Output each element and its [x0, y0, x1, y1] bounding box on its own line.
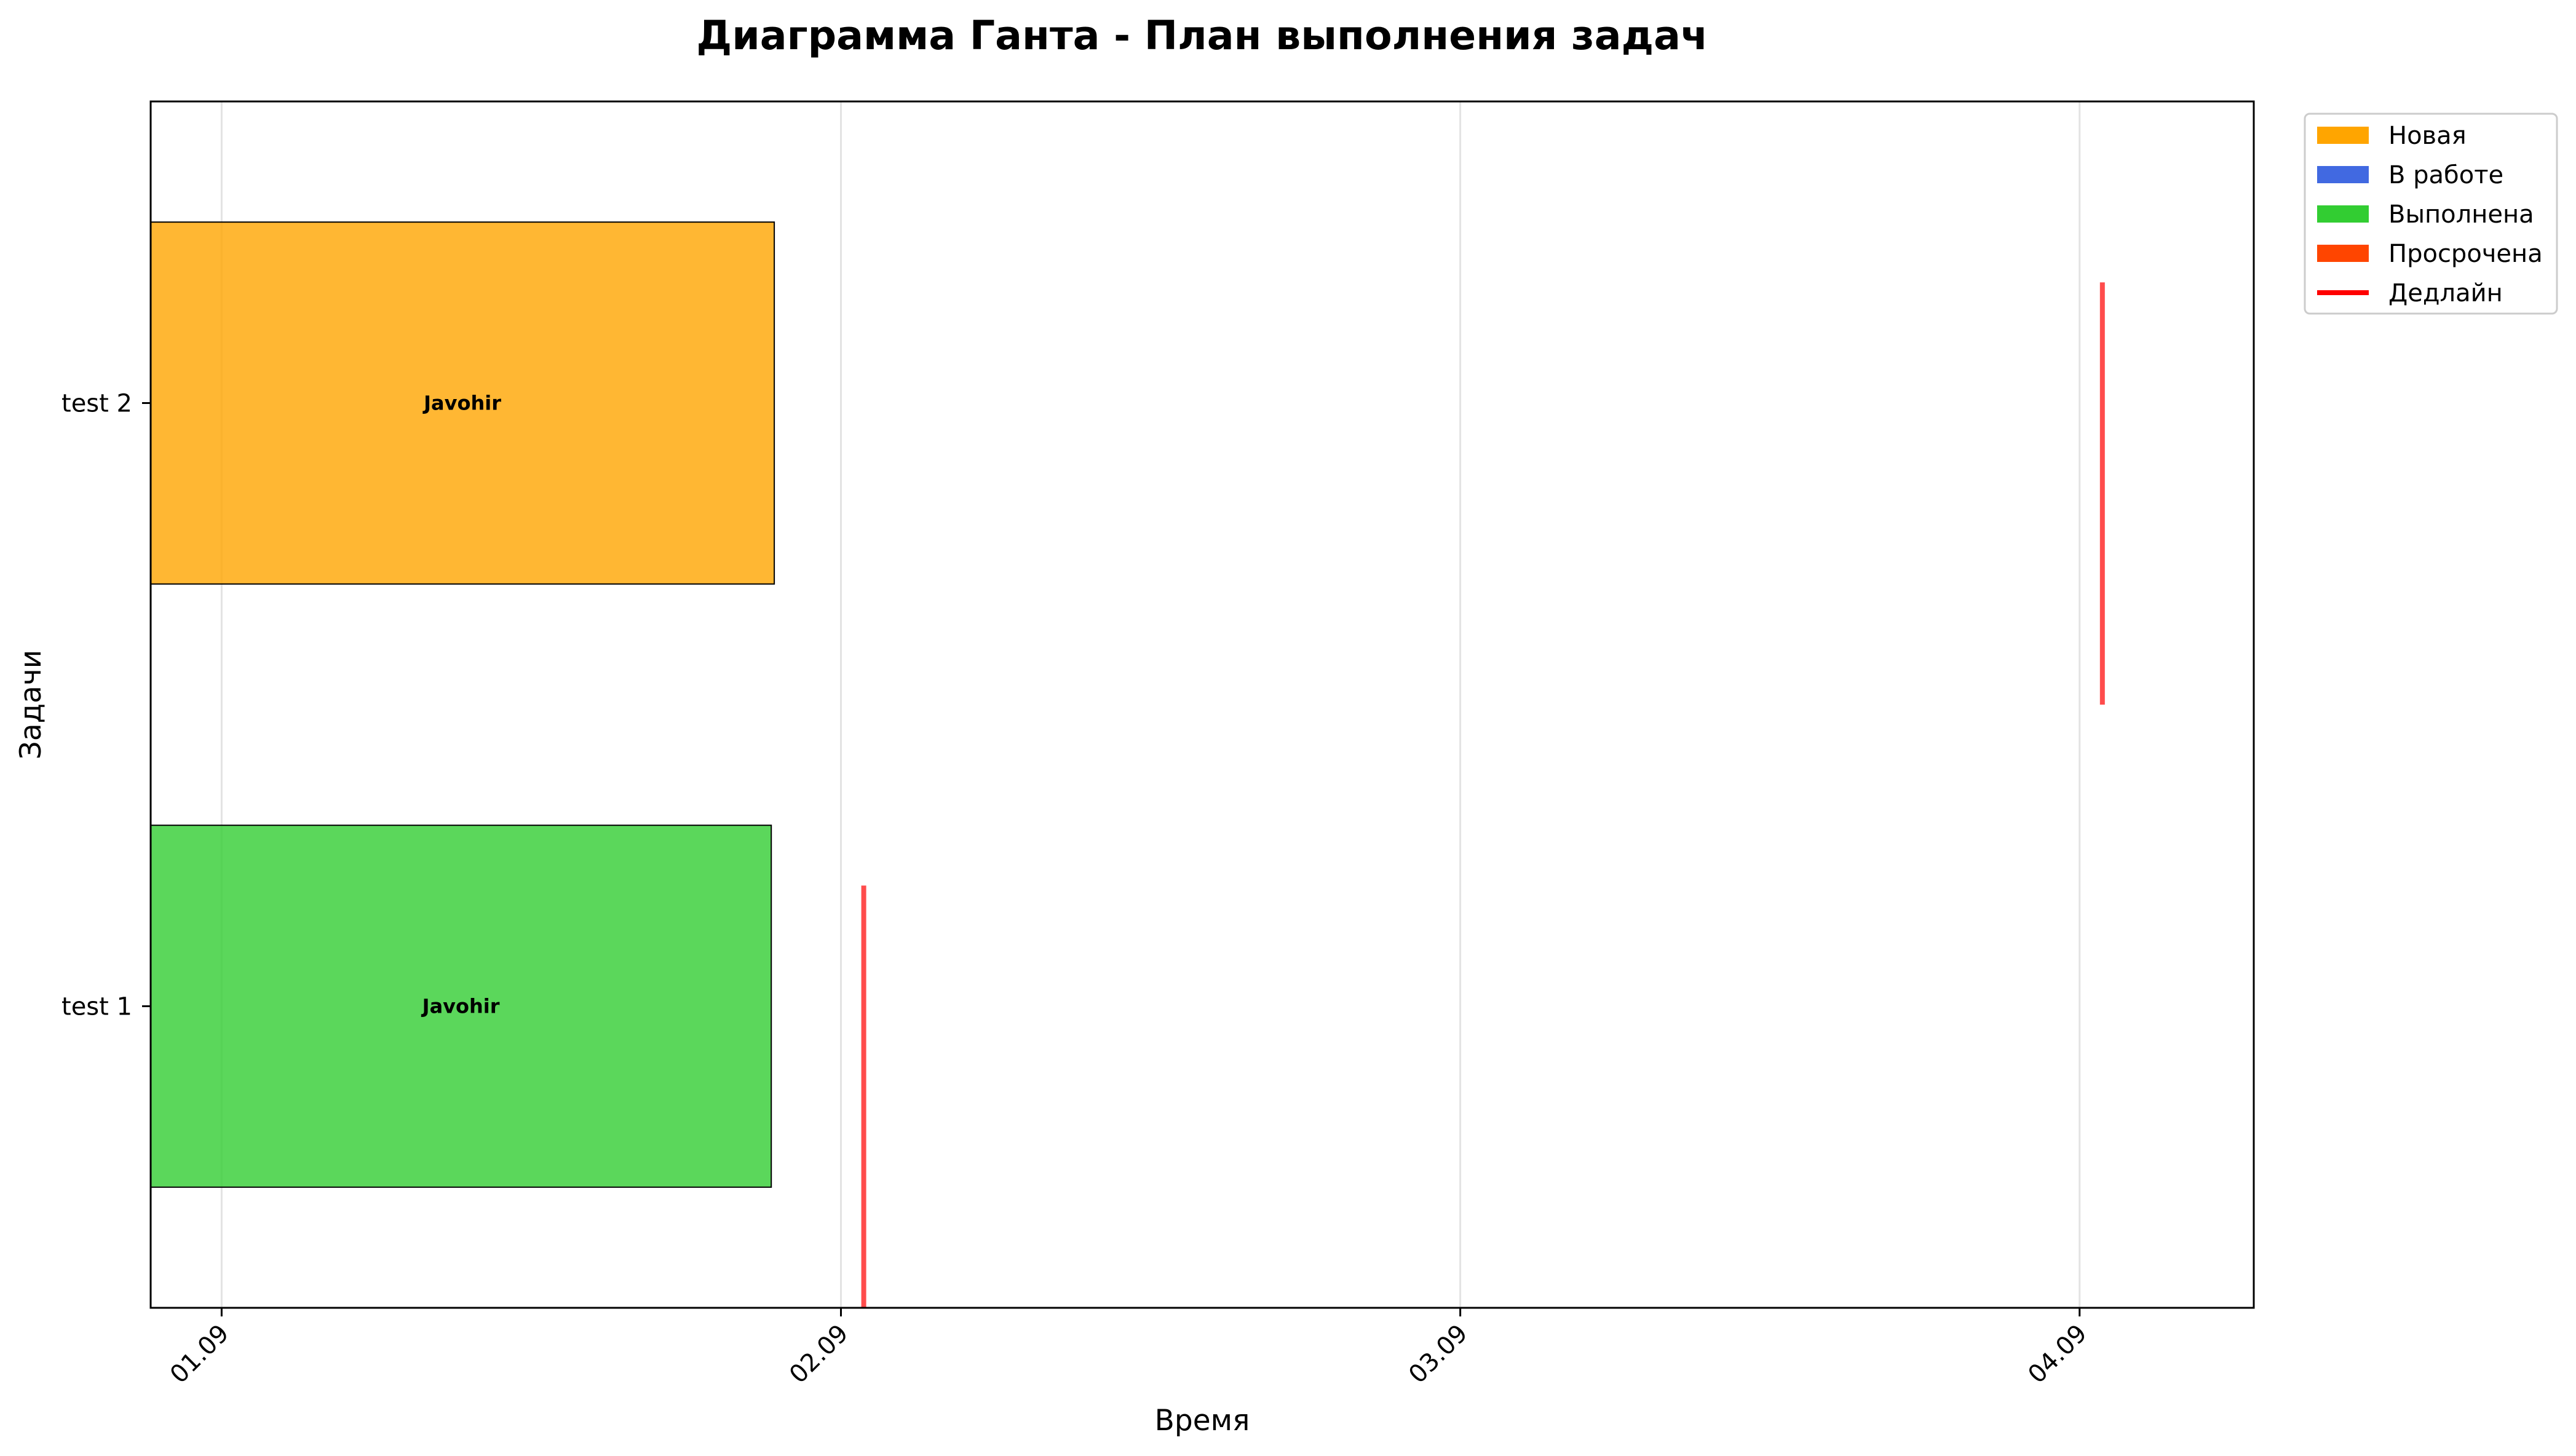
y-axis-ticks: test 2 test 1	[61, 390, 151, 1021]
legend-swatch	[2317, 127, 2369, 144]
x-tick-label: 01.09	[165, 1320, 235, 1390]
x-tick-label: 04.09	[2023, 1320, 2093, 1390]
x-tick-label: 02.09	[784, 1320, 854, 1390]
legend-swatch	[2317, 166, 2369, 183]
task-assignee-label: Javohir	[422, 392, 501, 415]
task-bar	[150, 221, 775, 585]
legend-label: Просрочена	[2388, 240, 2543, 268]
legend-label: Дедлайн	[2388, 279, 2503, 307]
x-tick-label: 03.09	[1403, 1320, 1473, 1390]
legend-swatch	[2317, 245, 2369, 262]
y-axis-label: Задачи	[14, 650, 48, 760]
deadline-lines	[861, 282, 2105, 1308]
task-bar	[150, 825, 772, 1188]
y-tick-label: test 1	[61, 993, 132, 1021]
y-tick-label: test 2	[61, 390, 132, 418]
legend-swatch	[2317, 205, 2369, 223]
x-axis-label: Время	[1155, 1404, 1250, 1438]
task-assignee-label: Javohir	[421, 995, 500, 1018]
legend-label: Выполнена	[2388, 200, 2534, 229]
legend-label: Новая	[2388, 122, 2467, 150]
legend: Новая В работе Выполнена Просрочена Дедлайн	[2304, 113, 2558, 315]
plot-frame	[149, 100, 2255, 1309]
task-bars: Javohir Javohir	[150, 221, 775, 1188]
legend-label: В работе	[2388, 161, 2503, 189]
x-axis-ticks: 01.09 02.09 03.09 04.09	[165, 1308, 2093, 1389]
legend-frame	[2304, 113, 2558, 315]
chart-title: Диаграмма Ганта - План выполнения задач	[696, 13, 1708, 59]
